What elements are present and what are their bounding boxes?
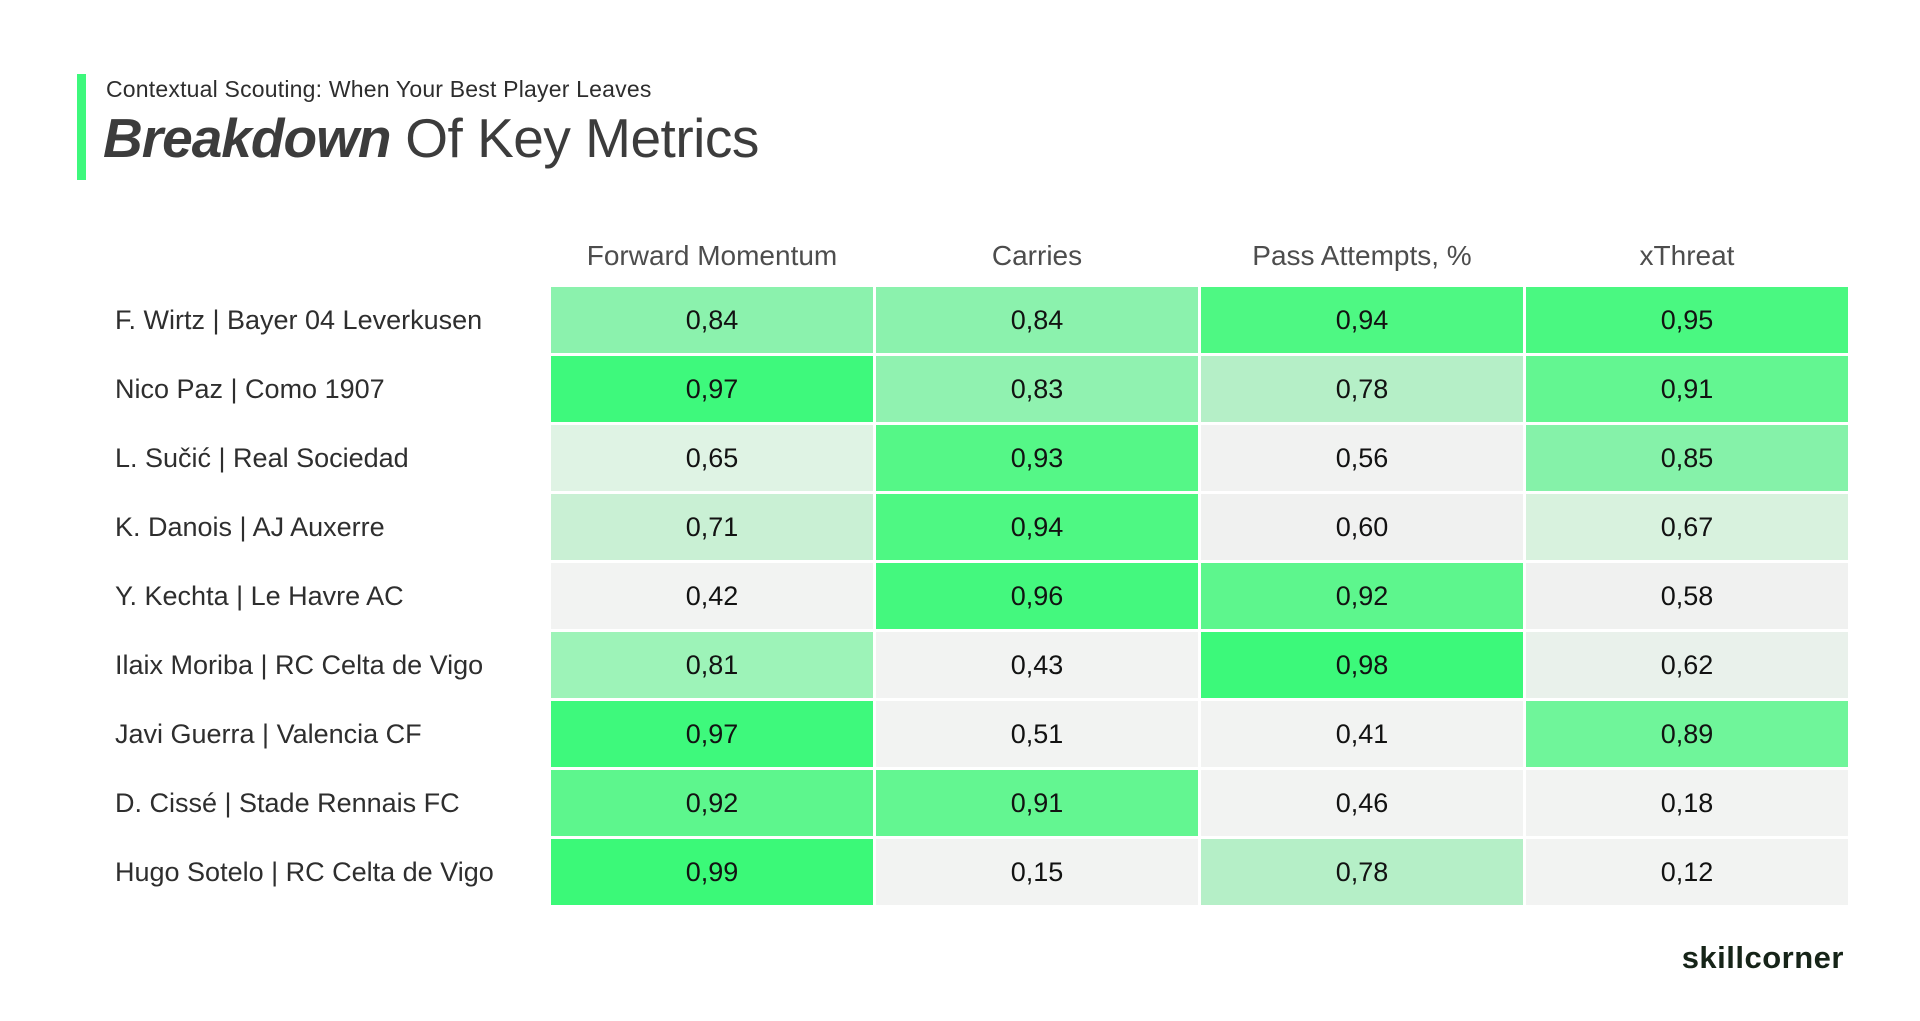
heatmap-cell: 0,96 <box>876 563 1198 629</box>
heatmap-cell: 0,18 <box>1526 770 1848 836</box>
player-label: Y. Kechta | Le Havre AC <box>115 580 404 611</box>
heatmap-cell: 0,78 <box>1201 356 1523 422</box>
heatmap-cell: 0,94 <box>876 494 1198 560</box>
skillcorner-logo: skillcorner <box>1681 940 1844 975</box>
heatmap-cell: 0,15 <box>876 839 1198 905</box>
heatmap-cell: 0,12 <box>1526 839 1848 905</box>
chart-title: Breakdown Of Key Metrics <box>103 106 759 170</box>
corner-cell <box>95 232 548 284</box>
heatmap-cell: 0,91 <box>1526 356 1848 422</box>
chart-title-rest: Of Key Metrics <box>390 107 759 169</box>
heatmap-cell: 0,98 <box>1201 632 1523 698</box>
heatmap-cell: 0,46 <box>1201 770 1523 836</box>
heatmap-cell: 0,41 <box>1201 701 1523 767</box>
heatmap-cell: 0,97 <box>551 356 873 422</box>
heatmap-cell: 0,83 <box>876 356 1198 422</box>
heatmap-cell: 0,67 <box>1526 494 1848 560</box>
heatmap-cell: 0,81 <box>551 632 873 698</box>
player-label: Nico Paz | Como 1907 <box>115 373 385 404</box>
heatmap-cell: 0,65 <box>551 425 873 491</box>
heatmap-cell: 0,42 <box>551 563 873 629</box>
heatmap-cell: 0,84 <box>876 287 1198 353</box>
player-label: F. Wirtz | Bayer 04 Leverkusen <box>115 304 483 335</box>
heatmap-cell: 0,85 <box>1526 425 1848 491</box>
accent-bar <box>77 74 86 180</box>
heatmap-cell: 0,92 <box>1201 563 1523 629</box>
column-header: xThreat <box>1639 240 1735 271</box>
heatmap-cell: 0,89 <box>1526 701 1848 767</box>
heatmap-cell: 0,62 <box>1526 632 1848 698</box>
heatmap-cell: 0,91 <box>876 770 1198 836</box>
heatmap-grid: Forward Momentum Carries Pass Attempts, % x… <box>95 232 1848 905</box>
heatmap-cell: 0,99 <box>551 839 873 905</box>
heatmap-cell: 0,78 <box>1201 839 1523 905</box>
heatmap-cell: 0,94 <box>1201 287 1523 353</box>
player-label: K. Danois | AJ Auxerre <box>115 511 385 542</box>
heatmap-cell: 0,56 <box>1201 425 1523 491</box>
heatmap-cell: 0,97 <box>551 701 873 767</box>
heatmap-cell: 0,43 <box>876 632 1198 698</box>
column-header: Carries <box>991 240 1083 271</box>
player-label: L. Sučić | Real Sociedad <box>115 442 409 473</box>
chart-title-emphasis: Breakdown <box>103 107 391 169</box>
heatmap-cell: 0,60 <box>1201 494 1523 560</box>
player-label: Javi Guerra | Valencia CF <box>115 718 422 749</box>
heatmap-cell: 0,84 <box>551 287 873 353</box>
chart-kicker: Contextual Scouting: When Your Best Play… <box>106 76 652 102</box>
player-label: D. Cissé | Stade Rennais FC <box>115 787 460 818</box>
column-header: Pass Attempts, % <box>1252 240 1472 271</box>
heatmap-cell: 0,58 <box>1526 563 1848 629</box>
heatmap-cell: 0,71 <box>551 494 873 560</box>
heatmap-cell: 0,95 <box>1526 287 1848 353</box>
player-label: Ilaix Moriba | RC Celta de Vigo <box>115 649 484 680</box>
heatmap-cell: 0,93 <box>876 425 1198 491</box>
heatmap-cell: 0,92 <box>551 770 873 836</box>
heatmap-cell: 0,51 <box>876 701 1198 767</box>
column-header: Forward Momentum <box>586 240 838 271</box>
player-label: Hugo Sotelo | RC Celta de Vigo <box>115 856 494 887</box>
